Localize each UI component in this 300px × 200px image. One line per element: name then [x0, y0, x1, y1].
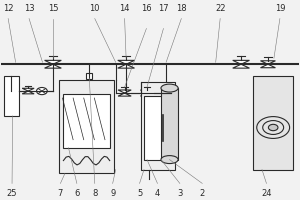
Polygon shape — [233, 64, 249, 68]
Bar — [253, 76, 293, 170]
Bar — [161, 88, 178, 160]
Ellipse shape — [161, 156, 178, 164]
Polygon shape — [260, 64, 275, 68]
Text: 14: 14 — [119, 4, 130, 13]
Polygon shape — [22, 91, 34, 94]
Polygon shape — [260, 61, 275, 64]
Circle shape — [268, 124, 278, 131]
Text: 24: 24 — [261, 189, 272, 198]
Bar — [62, 94, 110, 148]
Text: 17: 17 — [158, 4, 169, 13]
Polygon shape — [118, 60, 134, 64]
Text: 19: 19 — [274, 4, 285, 13]
Polygon shape — [118, 93, 131, 96]
Text: 3: 3 — [177, 189, 182, 198]
Polygon shape — [140, 93, 154, 96]
Bar — [141, 82, 176, 170]
Text: 8: 8 — [92, 189, 98, 198]
Text: 15: 15 — [48, 4, 58, 13]
Text: 25: 25 — [7, 189, 17, 198]
Text: 6: 6 — [74, 189, 80, 198]
Polygon shape — [233, 60, 249, 64]
Text: 5: 5 — [137, 189, 142, 198]
Polygon shape — [45, 64, 61, 68]
Text: 18: 18 — [176, 4, 187, 13]
Text: 22: 22 — [215, 4, 225, 13]
Text: 13: 13 — [24, 4, 34, 13]
Text: 12: 12 — [3, 4, 13, 13]
Bar — [144, 96, 163, 160]
Bar — [86, 73, 92, 79]
Text: 10: 10 — [89, 4, 100, 13]
Circle shape — [37, 87, 47, 95]
Bar — [4, 76, 19, 116]
Text: 9: 9 — [110, 189, 115, 198]
Text: 16: 16 — [141, 4, 152, 13]
Text: 7: 7 — [58, 189, 63, 198]
Text: 2: 2 — [200, 189, 205, 198]
Ellipse shape — [161, 84, 178, 92]
Text: 4: 4 — [155, 189, 160, 198]
Polygon shape — [118, 64, 134, 68]
Polygon shape — [45, 60, 61, 64]
Polygon shape — [118, 90, 131, 93]
Polygon shape — [22, 88, 34, 91]
Polygon shape — [140, 90, 154, 93]
Bar — [59, 80, 114, 173]
